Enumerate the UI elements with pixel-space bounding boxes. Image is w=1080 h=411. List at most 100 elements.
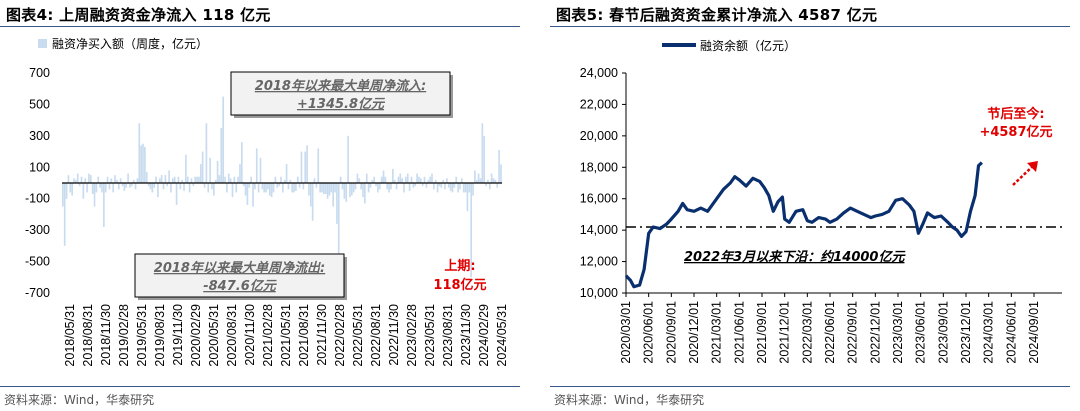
bar <box>244 183 247 196</box>
bar <box>175 183 178 205</box>
y-tick-label: 16,000 <box>580 192 618 206</box>
bar <box>62 183 64 207</box>
x-tick-label: 2021/09/01 <box>755 301 769 364</box>
legend-label: 融资净买入额（周度，亿元） <box>52 36 208 51</box>
bar <box>287 183 290 190</box>
bar <box>358 178 361 183</box>
bar <box>460 178 463 183</box>
bar <box>166 183 169 187</box>
x-tick-label: 2020/08/31 <box>225 304 239 367</box>
bar <box>306 145 308 183</box>
bar <box>155 176 157 183</box>
bar <box>349 183 351 198</box>
bar <box>67 175 70 183</box>
bar <box>377 183 379 193</box>
bar <box>440 183 443 188</box>
bar <box>444 183 446 190</box>
chart-panel-margin-balance: 图表5: 春节后融资资金累计净流入 4587 亿元 融资余额（亿元） 24,000… <box>550 0 1080 411</box>
bar <box>397 176 400 183</box>
bar <box>438 183 441 187</box>
bar <box>315 183 318 188</box>
bar <box>345 183 348 202</box>
bar <box>259 157 262 183</box>
bar <box>308 183 310 196</box>
bar <box>160 175 163 183</box>
bar <box>257 183 260 193</box>
bar <box>487 179 489 183</box>
bar <box>296 176 299 183</box>
bar <box>319 183 321 193</box>
bar <box>222 96 225 183</box>
bar <box>123 183 126 191</box>
bar <box>449 183 452 191</box>
x-tick-label: 2022/05/31 <box>351 304 365 367</box>
bar <box>127 173 129 183</box>
x-tick-label: 2021/11/30 <box>315 304 329 366</box>
bar <box>455 176 458 183</box>
bar <box>481 123 484 183</box>
bar <box>231 183 234 198</box>
chart-title: 图表4: 上周融资资金净流入 118 亿元 <box>6 6 271 24</box>
bar <box>88 173 90 183</box>
bar <box>272 183 275 193</box>
bar <box>362 183 364 198</box>
bar <box>311 183 314 221</box>
bar <box>224 176 226 183</box>
bar <box>468 183 471 193</box>
annotation-arrowhead <box>1027 161 1038 172</box>
x-tick-label: 2022/02/28 <box>333 304 347 367</box>
x-tick-label: 2020/12/01 <box>687 301 701 364</box>
bar <box>295 183 297 191</box>
x-tick-label: 2024/03/01 <box>982 301 996 364</box>
bar <box>226 183 228 193</box>
bar <box>378 183 381 190</box>
bar <box>408 183 411 191</box>
x-tick-label: 2021/12/01 <box>778 301 792 364</box>
x-tick-label: 2024/06/01 <box>1004 301 1018 364</box>
bar <box>304 151 307 183</box>
bar <box>293 183 295 193</box>
bar <box>104 183 107 193</box>
bar <box>436 183 439 193</box>
annotation-floor: 2022年3月以来下沿：约14000亿元 <box>684 249 906 265</box>
bar <box>80 176 83 183</box>
bar <box>254 183 256 190</box>
x-tick-label: 2023/12/01 <box>959 301 973 364</box>
y-tick-label: -700 <box>25 286 50 300</box>
bar <box>431 173 433 183</box>
bar <box>392 168 394 183</box>
x-tick-label: 2024/02/29 <box>477 304 491 367</box>
bar <box>203 183 206 188</box>
bar <box>414 183 417 187</box>
bar <box>313 178 316 183</box>
y-tick-label: 24,000 <box>580 66 618 80</box>
bar <box>367 183 370 193</box>
bar <box>110 178 113 183</box>
bar <box>86 183 88 193</box>
bar <box>89 175 92 183</box>
bar <box>216 161 219 183</box>
bar <box>149 183 152 190</box>
source-note: 资料来源：Wind，华泰研究 <box>4 393 155 407</box>
bar <box>421 183 424 187</box>
bar <box>157 183 159 198</box>
bar <box>246 183 249 205</box>
bar <box>282 183 284 193</box>
annotation-max-inflow-line2: +1345.8亿元 <box>297 96 386 112</box>
bar <box>354 183 357 190</box>
bar <box>140 145 142 183</box>
bar <box>390 183 392 190</box>
bar <box>75 179 77 183</box>
legend-swatch <box>38 39 47 48</box>
bar <box>388 183 390 193</box>
bar <box>334 183 336 193</box>
bar <box>147 183 150 187</box>
bar <box>108 183 111 190</box>
bar <box>114 175 116 183</box>
bar <box>132 179 135 183</box>
x-tick-label: 2019/05/31 <box>135 304 149 367</box>
x-tick-label: 2021/05/31 <box>279 304 293 367</box>
bar <box>82 183 85 199</box>
bar <box>168 170 170 183</box>
bar <box>227 173 230 183</box>
